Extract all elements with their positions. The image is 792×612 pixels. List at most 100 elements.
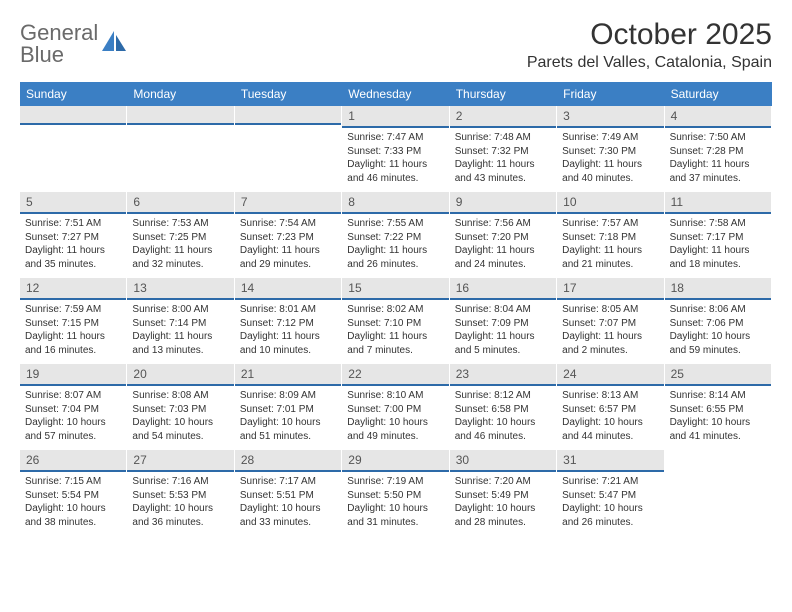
sunset-line: Sunset: 7:07 PM — [562, 317, 658, 331]
day-cell: 19Sunrise: 8:07 AMSunset: 7:04 PMDayligh… — [20, 364, 127, 450]
day-number: 31 — [557, 450, 663, 472]
sunset-line: Sunset: 6:57 PM — [562, 403, 658, 417]
sunset-line: Sunset: 5:49 PM — [455, 489, 551, 503]
sunset-line: Sunset: 7:03 PM — [132, 403, 228, 417]
day-body: Sunrise: 7:47 AMSunset: 7:33 PMDaylight:… — [342, 128, 448, 187]
sunrise-line: Sunrise: 7:53 AM — [132, 217, 228, 231]
daylight-line: Daylight: 10 hours and 36 minutes. — [132, 502, 228, 529]
day-cell: 18Sunrise: 8:06 AMSunset: 7:06 PMDayligh… — [665, 278, 772, 364]
title-block: October 2025 Parets del Valles, Cataloni… — [527, 18, 772, 72]
day-number: 20 — [127, 364, 233, 386]
day-cell — [127, 106, 234, 192]
logo: General Blue — [20, 18, 130, 66]
day-cell: 6Sunrise: 7:53 AMSunset: 7:25 PMDaylight… — [127, 192, 234, 278]
sunrise-line: Sunrise: 7:50 AM — [670, 131, 766, 145]
location: Parets del Valles, Catalonia, Spain — [527, 54, 772, 72]
sunrise-line: Sunrise: 7:54 AM — [240, 217, 336, 231]
weekday-header: Tuesday — [235, 82, 342, 106]
day-body: Sunrise: 8:13 AMSunset: 6:57 PMDaylight:… — [557, 386, 663, 445]
day-cell: 3Sunrise: 7:49 AMSunset: 7:30 PMDaylight… — [557, 106, 664, 192]
sunrise-line: Sunrise: 7:58 AM — [670, 217, 766, 231]
empty-day — [665, 450, 771, 469]
day-cell: 1Sunrise: 7:47 AMSunset: 7:33 PMDaylight… — [342, 106, 449, 192]
daylight-line: Daylight: 10 hours and 33 minutes. — [240, 502, 336, 529]
week-row: 19Sunrise: 8:07 AMSunset: 7:04 PMDayligh… — [20, 364, 772, 450]
day-body: Sunrise: 7:57 AMSunset: 7:18 PMDaylight:… — [557, 214, 663, 273]
day-number: 21 — [235, 364, 341, 386]
day-body: Sunrise: 7:59 AMSunset: 7:15 PMDaylight:… — [20, 300, 126, 359]
daylight-line: Daylight: 11 hours and 43 minutes. — [455, 158, 551, 185]
day-cell: 11Sunrise: 7:58 AMSunset: 7:17 PMDayligh… — [665, 192, 772, 278]
sunset-line: Sunset: 5:50 PM — [347, 489, 443, 503]
daylight-line: Daylight: 10 hours and 49 minutes. — [347, 416, 443, 443]
daylight-line: Daylight: 11 hours and 18 minutes. — [670, 244, 766, 271]
day-number: 8 — [342, 192, 448, 214]
sunset-line: Sunset: 7:33 PM — [347, 145, 443, 159]
sunset-line: Sunset: 7:17 PM — [670, 231, 766, 245]
day-body: Sunrise: 8:01 AMSunset: 7:12 PMDaylight:… — [235, 300, 341, 359]
day-body: Sunrise: 7:56 AMSunset: 7:20 PMDaylight:… — [450, 214, 556, 273]
empty-day — [20, 106, 126, 125]
day-body: Sunrise: 7:16 AMSunset: 5:53 PMDaylight:… — [127, 472, 233, 531]
sunset-line: Sunset: 7:04 PM — [25, 403, 121, 417]
logo-line1: General — [20, 22, 98, 44]
day-number: 14 — [235, 278, 341, 300]
day-number: 10 — [557, 192, 663, 214]
day-body: Sunrise: 7:48 AMSunset: 7:32 PMDaylight:… — [450, 128, 556, 187]
sunrise-line: Sunrise: 7:49 AM — [562, 131, 658, 145]
sunrise-line: Sunrise: 8:02 AM — [347, 303, 443, 317]
sunrise-line: Sunrise: 7:51 AM — [25, 217, 121, 231]
daylight-line: Daylight: 10 hours and 59 minutes. — [670, 330, 766, 357]
weeks-container: 1Sunrise: 7:47 AMSunset: 7:33 PMDaylight… — [20, 106, 772, 536]
sunset-line: Sunset: 7:30 PM — [562, 145, 658, 159]
day-body: Sunrise: 7:54 AMSunset: 7:23 PMDaylight:… — [235, 214, 341, 273]
daylight-line: Daylight: 11 hours and 40 minutes. — [562, 158, 658, 185]
day-number: 22 — [342, 364, 448, 386]
sunrise-line: Sunrise: 7:17 AM — [240, 475, 336, 489]
day-body: Sunrise: 7:17 AMSunset: 5:51 PMDaylight:… — [235, 472, 341, 531]
day-body: Sunrise: 7:51 AMSunset: 7:27 PMDaylight:… — [20, 214, 126, 273]
day-cell: 29Sunrise: 7:19 AMSunset: 5:50 PMDayligh… — [342, 450, 449, 536]
day-cell: 24Sunrise: 8:13 AMSunset: 6:57 PMDayligh… — [557, 364, 664, 450]
sunrise-line: Sunrise: 7:55 AM — [347, 217, 443, 231]
day-body: Sunrise: 8:07 AMSunset: 7:04 PMDaylight:… — [20, 386, 126, 445]
sunrise-line: Sunrise: 7:56 AM — [455, 217, 551, 231]
day-number: 28 — [235, 450, 341, 472]
day-number: 2 — [450, 106, 556, 128]
day-cell: 23Sunrise: 8:12 AMSunset: 6:58 PMDayligh… — [450, 364, 557, 450]
day-body: Sunrise: 7:53 AMSunset: 7:25 PMDaylight:… — [127, 214, 233, 273]
sunset-line: Sunset: 7:14 PM — [132, 317, 228, 331]
sunset-line: Sunset: 7:01 PM — [240, 403, 336, 417]
day-cell: 31Sunrise: 7:21 AMSunset: 5:47 PMDayligh… — [557, 450, 664, 536]
daylight-line: Daylight: 10 hours and 51 minutes. — [240, 416, 336, 443]
day-number: 18 — [665, 278, 771, 300]
day-cell — [665, 450, 772, 536]
sunrise-line: Sunrise: 7:20 AM — [455, 475, 551, 489]
sunrise-line: Sunrise: 8:12 AM — [455, 389, 551, 403]
day-body: Sunrise: 8:04 AMSunset: 7:09 PMDaylight:… — [450, 300, 556, 359]
daylight-line: Daylight: 11 hours and 37 minutes. — [670, 158, 766, 185]
day-body: Sunrise: 7:15 AMSunset: 5:54 PMDaylight:… — [20, 472, 126, 531]
day-number: 1 — [342, 106, 448, 128]
day-body: Sunrise: 8:12 AMSunset: 6:58 PMDaylight:… — [450, 386, 556, 445]
day-cell: 26Sunrise: 7:15 AMSunset: 5:54 PMDayligh… — [20, 450, 127, 536]
daylight-line: Daylight: 11 hours and 21 minutes. — [562, 244, 658, 271]
day-number: 25 — [665, 364, 771, 386]
day-number: 30 — [450, 450, 556, 472]
day-body: Sunrise: 7:49 AMSunset: 7:30 PMDaylight:… — [557, 128, 663, 187]
sunset-line: Sunset: 7:22 PM — [347, 231, 443, 245]
day-body: Sunrise: 7:58 AMSunset: 7:17 PMDaylight:… — [665, 214, 771, 273]
weekday-header: Monday — [127, 82, 234, 106]
day-body: Sunrise: 8:05 AMSunset: 7:07 PMDaylight:… — [557, 300, 663, 359]
sunset-line: Sunset: 7:27 PM — [25, 231, 121, 245]
daylight-line: Daylight: 10 hours and 44 minutes. — [562, 416, 658, 443]
day-body: Sunrise: 7:19 AMSunset: 5:50 PMDaylight:… — [342, 472, 448, 531]
sunset-line: Sunset: 5:51 PM — [240, 489, 336, 503]
day-body: Sunrise: 8:08 AMSunset: 7:03 PMDaylight:… — [127, 386, 233, 445]
day-body: Sunrise: 7:55 AMSunset: 7:22 PMDaylight:… — [342, 214, 448, 273]
day-number: 15 — [342, 278, 448, 300]
sunset-line: Sunset: 7:32 PM — [455, 145, 551, 159]
day-body: Sunrise: 7:21 AMSunset: 5:47 PMDaylight:… — [557, 472, 663, 531]
week-row: 12Sunrise: 7:59 AMSunset: 7:15 PMDayligh… — [20, 278, 772, 364]
weekday-header: Wednesday — [342, 82, 449, 106]
